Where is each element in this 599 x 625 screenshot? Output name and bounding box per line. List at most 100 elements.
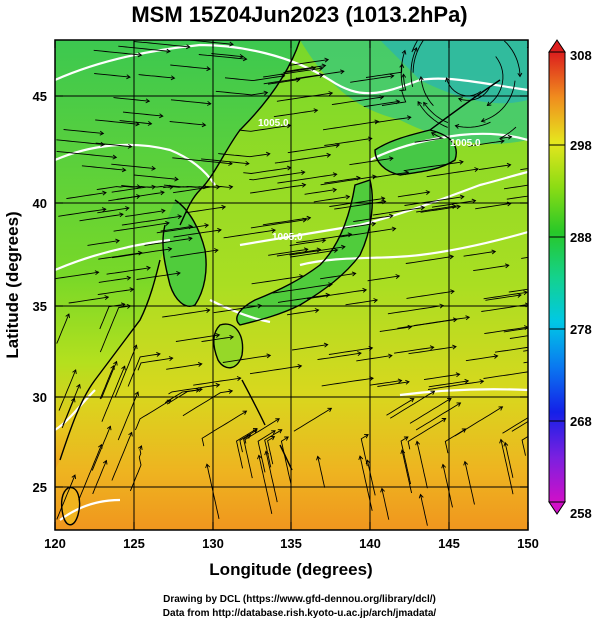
streamline-arrowhead [113, 360, 118, 366]
streamline-arrowhead [71, 474, 77, 480]
streamline [499, 126, 517, 139]
streamline [58, 208, 106, 217]
streamline-arrowhead [228, 388, 234, 394]
streamline-arrowhead [215, 332, 221, 338]
streamline [363, 100, 400, 108]
streamline [99, 303, 125, 330]
streamline-arrowhead [270, 436, 276, 441]
y-axis-ticks [55, 95, 528, 488]
y-tick-labels: 45 40 35 30 25 [33, 89, 47, 495]
streamline-arrowhead [533, 74, 537, 77]
streamline-arrowhead [133, 344, 138, 350]
streamline-arrowhead [242, 410, 248, 415]
streamline [465, 355, 498, 362]
streamline-arrowhead [480, 118, 486, 123]
streamline-arrowhead [333, 248, 339, 253]
streamline-arrowhead [372, 174, 377, 180]
streamline [235, 428, 258, 469]
streamline-arrowhead [236, 376, 242, 381]
streamline [367, 275, 400, 282]
streamline [222, 354, 271, 363]
streamline [283, 67, 316, 74]
streamline-arrowhead [328, 91, 334, 96]
streamline [289, 246, 345, 256]
streamline [249, 365, 302, 375]
honshu-land [236, 180, 373, 325]
y-tick-label: 35 [33, 299, 47, 314]
x-tick-label: 135 [280, 536, 302, 551]
streamline-arrowhead [156, 351, 161, 357]
streamline-arrowhead [401, 49, 407, 55]
streamline-arrowhead [206, 66, 211, 72]
streamline-arrowhead [425, 190, 431, 195]
streamline [97, 207, 129, 214]
streamline [249, 171, 305, 181]
streamline [293, 407, 332, 432]
streamline [483, 371, 528, 379]
streamline-arrowhead [104, 295, 110, 301]
streamline [58, 369, 77, 411]
streamline [94, 73, 131, 78]
streamline [138, 74, 175, 79]
streamline-arrowhead [381, 199, 387, 205]
streamline [356, 355, 392, 362]
streamline-arrowhead [205, 308, 211, 313]
streamline-arrowhead [493, 353, 499, 359]
streamline [521, 256, 528, 259]
streamline [359, 455, 373, 511]
streamline [211, 53, 244, 58]
streamline-arrowhead [451, 204, 457, 209]
streamline [224, 75, 285, 82]
streamline [272, 283, 333, 294]
streamline-arrowhead [146, 265, 151, 271]
streamline-arrowhead [371, 221, 377, 227]
streamline-arrowhead [306, 215, 312, 221]
streamline [162, 309, 210, 318]
streamline-arrowhead [449, 254, 455, 260]
colorbar-min-arrow [548, 501, 566, 515]
credits-line-1: Drawing by DCL (https://www.gfd-dennou.o… [163, 594, 436, 605]
streamline [320, 175, 376, 186]
streamline [286, 309, 319, 316]
streamline-arrowhead [300, 170, 306, 175]
streamline [68, 296, 109, 304]
streamline-arrowhead [503, 441, 509, 447]
streamline [168, 384, 220, 395]
streamline-arrowhead [465, 315, 471, 321]
streamline-arrowhead [445, 77, 450, 83]
graticule [55, 40, 528, 530]
streamline [63, 129, 104, 134]
korea-land [162, 200, 207, 307]
streamline [377, 381, 410, 387]
streamline [343, 223, 376, 229]
streamline [442, 464, 453, 508]
streamline-arrowhead [201, 122, 207, 128]
streamline [381, 74, 407, 106]
streamline-arrowhead [369, 376, 374, 382]
streamline-arrowhead [314, 308, 320, 313]
streamline [113, 222, 170, 232]
streamline [407, 418, 446, 450]
streamline [324, 137, 372, 146]
streamline-arrowhead [423, 101, 428, 107]
streamline-arrowhead [456, 402, 462, 407]
credits-line-2: Data from http://database.rish.kyoto-u.a… [162, 608, 437, 619]
streamline [125, 210, 165, 217]
streamline-arrowhead [439, 303, 445, 309]
x-tick-label: 130 [202, 536, 224, 551]
streamline [409, 398, 452, 424]
streamline-arrowhead [229, 41, 234, 47]
streamline [134, 174, 179, 180]
streamline [353, 215, 393, 223]
colorbar-label: 298 [570, 138, 592, 153]
streamline [265, 451, 278, 503]
x-tick-labels: 120 125 130 135 140 145 150 [44, 536, 539, 551]
streamline [481, 80, 516, 122]
streamline-arrowhead [426, 33, 430, 37]
streamline [56, 139, 105, 146]
streamline [99, 365, 115, 400]
streamline [201, 410, 247, 447]
streamline [213, 305, 262, 314]
streamline [215, 90, 268, 96]
